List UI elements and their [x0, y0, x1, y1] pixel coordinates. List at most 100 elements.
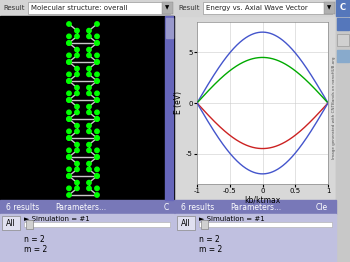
Circle shape: [95, 53, 99, 58]
Circle shape: [95, 98, 99, 102]
Circle shape: [67, 79, 71, 83]
Bar: [336, 0, 350, 16]
Y-axis label: E (eV): E (eV): [174, 91, 183, 114]
Circle shape: [75, 123, 79, 128]
Circle shape: [75, 67, 79, 71]
X-axis label: kb/ktmax: kb/ktmax: [244, 195, 281, 205]
Circle shape: [87, 29, 91, 33]
Bar: [203, 2, 332, 14]
Bar: [0, 0, 174, 16]
Circle shape: [95, 60, 99, 64]
Circle shape: [87, 186, 91, 190]
Text: m = 2: m = 2: [24, 245, 47, 254]
Bar: [177, 216, 195, 230]
Circle shape: [95, 117, 99, 121]
Circle shape: [95, 41, 99, 45]
Text: 6 results: 6 results: [6, 203, 39, 211]
Circle shape: [75, 143, 79, 147]
Circle shape: [67, 79, 71, 83]
Circle shape: [67, 41, 71, 45]
Circle shape: [67, 34, 71, 39]
Bar: [336, 0, 350, 262]
Circle shape: [75, 34, 79, 39]
Circle shape: [75, 110, 79, 114]
Circle shape: [87, 161, 91, 166]
Circle shape: [95, 186, 99, 190]
Bar: [175, 200, 336, 214]
Circle shape: [75, 148, 79, 152]
Circle shape: [67, 167, 71, 172]
Circle shape: [95, 155, 99, 159]
Circle shape: [67, 186, 71, 190]
Circle shape: [95, 136, 99, 140]
Circle shape: [75, 47, 79, 52]
Circle shape: [87, 110, 91, 114]
Bar: [26, 220, 33, 229]
Circle shape: [87, 148, 91, 152]
Circle shape: [75, 129, 79, 134]
Bar: [175, 16, 336, 200]
Bar: [0, 214, 174, 262]
Circle shape: [75, 72, 79, 77]
Circle shape: [95, 22, 99, 26]
Text: ► Simulation = #1: ► Simulation = #1: [24, 216, 90, 222]
Circle shape: [95, 174, 99, 178]
Bar: [324, 2, 335, 14]
Text: 6 results: 6 results: [181, 203, 214, 211]
Circle shape: [87, 34, 91, 39]
Circle shape: [67, 91, 71, 96]
Bar: [337, 18, 349, 30]
Text: ► Simulation = #1: ► Simulation = #1: [199, 216, 265, 222]
Circle shape: [95, 60, 99, 64]
Circle shape: [95, 72, 99, 77]
Bar: [24, 222, 170, 227]
Circle shape: [67, 155, 71, 159]
Text: Result: Result: [3, 5, 24, 11]
Circle shape: [75, 161, 79, 166]
Circle shape: [67, 41, 71, 45]
Circle shape: [67, 117, 71, 121]
Circle shape: [75, 105, 79, 109]
Text: n = 2: n = 2: [199, 236, 220, 244]
Text: ▼: ▼: [327, 6, 332, 10]
Circle shape: [67, 136, 71, 140]
Circle shape: [95, 41, 99, 45]
Circle shape: [67, 60, 71, 64]
Bar: [175, 214, 336, 262]
Circle shape: [95, 193, 99, 197]
Circle shape: [67, 193, 71, 197]
Circle shape: [67, 72, 71, 77]
Circle shape: [87, 85, 91, 90]
Circle shape: [75, 181, 79, 185]
Text: All: All: [181, 219, 191, 227]
Circle shape: [67, 110, 71, 114]
Circle shape: [67, 98, 71, 102]
Bar: [337, 34, 349, 46]
Circle shape: [95, 129, 99, 134]
Circle shape: [95, 117, 99, 121]
Text: C: C: [164, 203, 169, 211]
Circle shape: [67, 174, 71, 178]
Text: All: All: [6, 219, 16, 227]
Bar: [199, 222, 332, 227]
Bar: [0, 200, 174, 214]
Circle shape: [87, 181, 91, 185]
Circle shape: [87, 143, 91, 147]
Circle shape: [95, 136, 99, 140]
Text: C: C: [340, 3, 346, 13]
Circle shape: [95, 34, 99, 39]
Circle shape: [75, 85, 79, 90]
Bar: [165, 16, 173, 200]
Bar: [201, 220, 208, 229]
Text: Cle: Cle: [316, 203, 328, 211]
Circle shape: [75, 29, 79, 33]
Bar: [337, 50, 349, 62]
Bar: [162, 2, 173, 14]
Circle shape: [67, 53, 71, 58]
Circle shape: [95, 98, 99, 102]
Circle shape: [95, 174, 99, 178]
Text: Parameters...: Parameters...: [55, 203, 106, 211]
Circle shape: [87, 91, 91, 96]
Circle shape: [67, 22, 71, 26]
Circle shape: [67, 129, 71, 134]
